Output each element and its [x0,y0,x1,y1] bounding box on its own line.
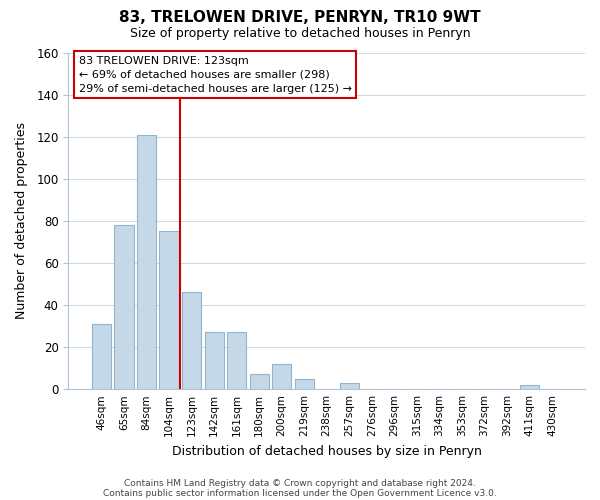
Bar [182,292,201,389]
Bar [205,332,224,389]
Text: Size of property relative to detached houses in Penryn: Size of property relative to detached ho… [130,28,470,40]
Text: 83, TRELOWEN DRIVE, PENRYN, TR10 9WT: 83, TRELOWEN DRIVE, PENRYN, TR10 9WT [119,10,481,25]
Bar [92,324,111,389]
Text: Contains public sector information licensed under the Open Government Licence v3: Contains public sector information licen… [103,488,497,498]
Bar [520,385,539,389]
Text: 83 TRELOWEN DRIVE: 123sqm
← 69% of detached houses are smaller (298)
29% of semi: 83 TRELOWEN DRIVE: 123sqm ← 69% of detac… [79,56,352,94]
Bar [272,364,291,389]
X-axis label: Distribution of detached houses by size in Penryn: Distribution of detached houses by size … [172,444,482,458]
Bar [227,332,246,389]
Bar [115,225,134,389]
Bar [250,374,269,389]
Y-axis label: Number of detached properties: Number of detached properties [15,122,28,320]
Bar [340,383,359,389]
Bar [295,378,314,389]
Text: Contains HM Land Registry data © Crown copyright and database right 2024.: Contains HM Land Registry data © Crown c… [124,478,476,488]
Bar [160,232,179,389]
Bar [137,134,156,389]
